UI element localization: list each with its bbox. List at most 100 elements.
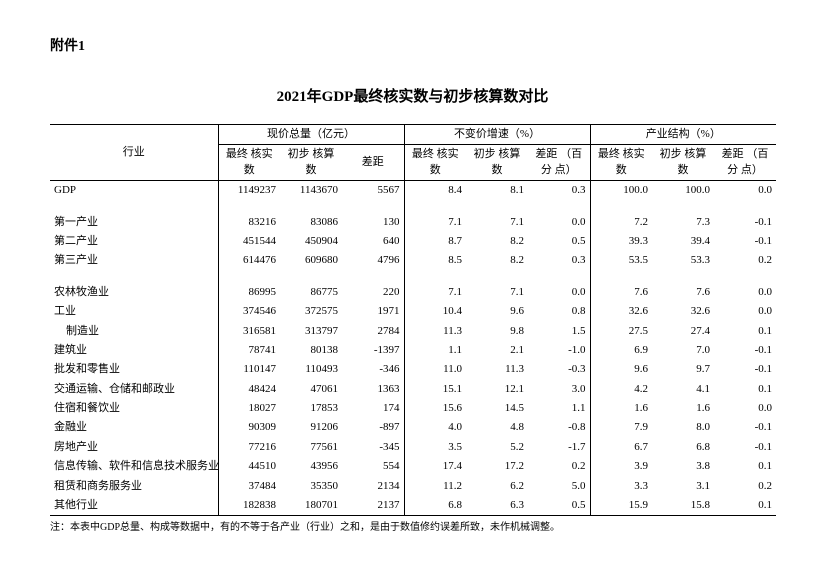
row-label: 租赁和商务服务业: [50, 477, 218, 496]
row-label: 制造业: [50, 322, 218, 341]
cell: 80138: [280, 341, 342, 360]
cell: -345: [342, 438, 404, 457]
cell: 100.0: [590, 181, 652, 201]
cell: 0.3: [528, 251, 590, 270]
cell: 0.2: [714, 477, 776, 496]
cell: 18027: [218, 399, 280, 418]
cell: 640: [342, 232, 404, 251]
row-label: 第一产业: [50, 213, 218, 232]
table-row: 交通运输、仓储和邮政业4842447061136315.112.13.04.24…: [50, 380, 776, 399]
cell: 7.9: [590, 418, 652, 437]
row-label: 金融业: [50, 418, 218, 437]
cell: 48424: [218, 380, 280, 399]
row-label: 信息传输、软件和信息技术服务业: [50, 457, 218, 476]
cell: 5.2: [466, 438, 528, 457]
cell: 6.2: [466, 477, 528, 496]
cell: 220: [342, 283, 404, 302]
cell: 9.7: [652, 360, 714, 379]
table-row: 其他行业18283818070121376.86.30.515.915.80.1: [50, 496, 776, 516]
cell: 110493: [280, 360, 342, 379]
cell: 0.1: [714, 322, 776, 341]
col-final-1: 最终 核实数: [218, 145, 280, 181]
col-prelim-2: 初步 核算数: [466, 145, 528, 181]
cell: -0.1: [714, 213, 776, 232]
cell: 27.5: [590, 322, 652, 341]
cell: 6.8: [652, 438, 714, 457]
cell: 35350: [280, 477, 342, 496]
cell: 1.6: [590, 399, 652, 418]
cell: 4796: [342, 251, 404, 270]
cell: 0.0: [714, 181, 776, 201]
cell: 0.1: [714, 496, 776, 516]
cell: 39.4: [652, 232, 714, 251]
cell: 53.5: [590, 251, 652, 270]
cell: 43956: [280, 457, 342, 476]
table-row: 第一产业83216830861307.17.10.07.27.3-0.1: [50, 213, 776, 232]
cell: 8.5: [404, 251, 466, 270]
cell: 4.2: [590, 380, 652, 399]
cell: 7.1: [404, 283, 466, 302]
cell: 4.1: [652, 380, 714, 399]
cell: 0.0: [528, 283, 590, 302]
cell: 174: [342, 399, 404, 418]
spacer-row: [50, 271, 776, 283]
table-header: 行业 现价总量（亿元） 不变价增速（%） 产业结构（%） 最终 核实数 初步 核…: [50, 125, 776, 181]
cell: 7.1: [466, 283, 528, 302]
col-final-2: 最终 核实数: [404, 145, 466, 181]
row-label: 其他行业: [50, 496, 218, 516]
cell: 8.2: [466, 232, 528, 251]
table-row: 信息传输、软件和信息技术服务业445104395655417.417.20.23…: [50, 457, 776, 476]
col-final-3: 最终 核实数: [590, 145, 652, 181]
cell: 15.9: [590, 496, 652, 516]
cell: 17.2: [466, 457, 528, 476]
row-label: 工业: [50, 302, 218, 321]
cell: 7.6: [590, 283, 652, 302]
cell: 3.0: [528, 380, 590, 399]
cell: 372575: [280, 302, 342, 321]
cell: -0.1: [714, 341, 776, 360]
cell: 91206: [280, 418, 342, 437]
cell: 0.1: [714, 380, 776, 399]
row-label: 建筑业: [50, 341, 218, 360]
cell: 7.2: [590, 213, 652, 232]
cell: 78741: [218, 341, 280, 360]
cell: 5567: [342, 181, 404, 201]
table-row: 农林牧渔业86995867752207.17.10.07.67.60.0: [50, 283, 776, 302]
cell: 15.6: [404, 399, 466, 418]
cell: 4.0: [404, 418, 466, 437]
cell: 12.1: [466, 380, 528, 399]
cell: 0.5: [528, 496, 590, 516]
col-prelim-3: 初步 核算数: [652, 145, 714, 181]
table-row: GDP1149237114367055678.48.10.3100.0100.0…: [50, 181, 776, 201]
col-diff-1: 差距: [342, 145, 404, 181]
cell: 182838: [218, 496, 280, 516]
cell: 8.7: [404, 232, 466, 251]
cell: -0.3: [528, 360, 590, 379]
cell: 7.1: [466, 213, 528, 232]
colgroup-growth: 不变价增速（%）: [404, 125, 590, 145]
cell: 11.2: [404, 477, 466, 496]
cell: 6.9: [590, 341, 652, 360]
cell: 47061: [280, 380, 342, 399]
cell: 90309: [218, 418, 280, 437]
cell: 554: [342, 457, 404, 476]
spacer-row: [50, 201, 776, 213]
cell: 0.0: [714, 283, 776, 302]
cell: 2137: [342, 496, 404, 516]
cell: 1.5: [528, 322, 590, 341]
cell: 37484: [218, 477, 280, 496]
row-label: 住宿和餐饮业: [50, 399, 218, 418]
cell: 15.8: [652, 496, 714, 516]
cell: 11.0: [404, 360, 466, 379]
cell: 2784: [342, 322, 404, 341]
cell: 6.7: [590, 438, 652, 457]
cell: -0.8: [528, 418, 590, 437]
attachment-label: 附件1: [50, 35, 775, 55]
cell: 316581: [218, 322, 280, 341]
cell: 1.6: [652, 399, 714, 418]
cell: 1149237: [218, 181, 280, 201]
table-row: 房地产业7721677561-3453.55.2-1.76.76.8-0.1: [50, 438, 776, 457]
gdp-table: 行业 现价总量（亿元） 不变价增速（%） 产业结构（%） 最终 核实数 初步 核…: [50, 124, 776, 516]
cell: 0.1: [714, 457, 776, 476]
cell: 86995: [218, 283, 280, 302]
